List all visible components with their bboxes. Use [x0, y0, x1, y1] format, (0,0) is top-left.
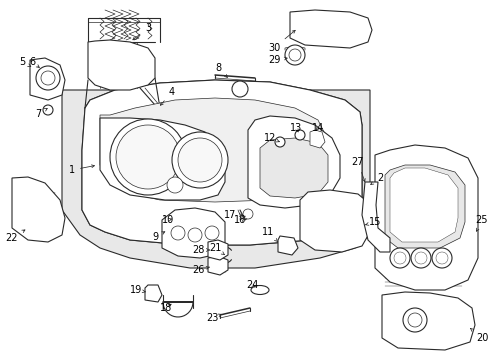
Polygon shape [278, 236, 297, 255]
Text: 3: 3 [133, 23, 151, 40]
Text: 8: 8 [215, 63, 227, 77]
Text: 16: 16 [233, 215, 245, 225]
Text: 25: 25 [475, 215, 487, 231]
Circle shape [243, 209, 252, 219]
Text: 20: 20 [469, 328, 487, 343]
Polygon shape [145, 285, 162, 302]
Circle shape [431, 248, 451, 268]
Circle shape [288, 49, 301, 61]
Text: 9: 9 [152, 232, 164, 242]
Polygon shape [389, 168, 457, 242]
Circle shape [407, 313, 421, 327]
Text: 18: 18 [160, 303, 172, 313]
Text: 21: 21 [208, 243, 224, 255]
Circle shape [231, 81, 247, 97]
Circle shape [410, 248, 430, 268]
Circle shape [41, 71, 55, 85]
Text: 17: 17 [224, 210, 242, 220]
Text: 1: 1 [69, 165, 94, 175]
Circle shape [294, 130, 305, 140]
Text: 23: 23 [205, 313, 221, 323]
Polygon shape [100, 98, 329, 202]
Circle shape [36, 66, 60, 90]
Circle shape [171, 226, 184, 240]
Text: 29: 29 [267, 55, 286, 65]
Text: 15: 15 [365, 217, 381, 227]
Circle shape [274, 137, 285, 147]
Text: 24: 24 [245, 280, 258, 290]
Polygon shape [289, 10, 371, 48]
Text: 27: 27 [351, 157, 365, 181]
Polygon shape [260, 138, 327, 198]
Polygon shape [374, 145, 477, 290]
Polygon shape [82, 80, 361, 245]
Circle shape [204, 226, 219, 240]
Circle shape [172, 132, 227, 188]
Circle shape [285, 45, 305, 65]
Polygon shape [162, 208, 224, 258]
Text: 13: 13 [289, 123, 302, 133]
Polygon shape [62, 90, 369, 268]
Circle shape [110, 119, 185, 195]
Polygon shape [12, 177, 65, 242]
Text: 30: 30 [267, 30, 295, 53]
Text: 4: 4 [160, 87, 175, 105]
Text: 12: 12 [263, 133, 279, 143]
Circle shape [393, 252, 405, 264]
Polygon shape [207, 256, 227, 275]
Circle shape [43, 105, 53, 115]
Text: 2: 2 [370, 173, 382, 185]
Text: 6: 6 [29, 57, 39, 67]
Circle shape [167, 177, 183, 193]
Polygon shape [361, 182, 389, 252]
Circle shape [178, 138, 222, 182]
Text: 5: 5 [19, 57, 31, 67]
Circle shape [402, 308, 426, 332]
Text: 26: 26 [191, 265, 209, 275]
Circle shape [187, 228, 202, 242]
Text: 7: 7 [35, 108, 47, 119]
Polygon shape [381, 292, 474, 350]
Polygon shape [247, 116, 339, 208]
Polygon shape [100, 118, 224, 200]
Polygon shape [309, 130, 325, 148]
Text: 11: 11 [262, 227, 277, 242]
Circle shape [389, 248, 409, 268]
Text: 10: 10 [162, 215, 174, 225]
Circle shape [435, 252, 447, 264]
Polygon shape [30, 58, 65, 100]
Polygon shape [207, 240, 227, 260]
Text: 28: 28 [191, 245, 209, 255]
Circle shape [414, 252, 426, 264]
Polygon shape [299, 190, 369, 252]
Polygon shape [384, 165, 464, 248]
Text: 22: 22 [6, 230, 25, 243]
Text: 19: 19 [130, 285, 145, 295]
Polygon shape [88, 40, 155, 90]
Circle shape [116, 125, 180, 189]
Text: 14: 14 [311, 123, 324, 133]
